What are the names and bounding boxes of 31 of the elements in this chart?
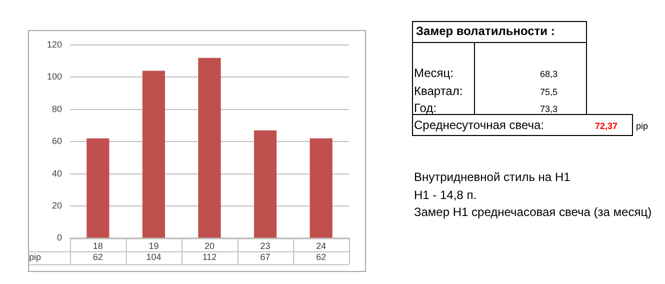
x-tick-label: 19 — [148, 241, 159, 252]
x-tick-label: 20 — [204, 241, 215, 252]
y-tick-label: 100 — [46, 72, 62, 82]
data-label: 62 — [92, 252, 103, 262]
y-tick-label: 80 — [52, 104, 62, 114]
text: Год: — [414, 101, 436, 115]
x-tick-label: 24 — [316, 241, 326, 252]
text: 72,37 — [595, 121, 618, 131]
data-label: 112 — [202, 252, 217, 262]
x-tick-label: 23 — [260, 241, 270, 252]
text: pip — [29, 252, 42, 262]
text: H1 - 14,8 п. — [414, 188, 477, 202]
text: Замер H1 среднечасовая свеча (за месяц) — [414, 205, 652, 219]
text: Замер волатильности : — [416, 24, 555, 38]
x-tick-label: 18 — [92, 241, 103, 252]
y-tick-label: 20 — [52, 200, 62, 210]
y-tick-label: 60 — [52, 136, 62, 146]
data-label: 104 — [146, 252, 162, 262]
y-tick-label: 40 — [52, 168, 62, 178]
text: Квартал: — [414, 84, 463, 98]
y-tick-label: 0 — [57, 232, 62, 243]
y-tick-label: 120 — [46, 39, 62, 50]
text: Внутридневной стиль на H1 — [414, 170, 570, 184]
data-label: 62 — [316, 252, 326, 262]
data-label: 67 — [260, 252, 270, 262]
text: pip — [636, 121, 648, 131]
text: Среднесуточная свеча: — [414, 118, 544, 132]
text: Месяц: — [414, 66, 454, 80]
text: 73,3 — [540, 104, 558, 114]
text: 68,3 — [540, 69, 558, 79]
text: 75,5 — [540, 87, 558, 97]
